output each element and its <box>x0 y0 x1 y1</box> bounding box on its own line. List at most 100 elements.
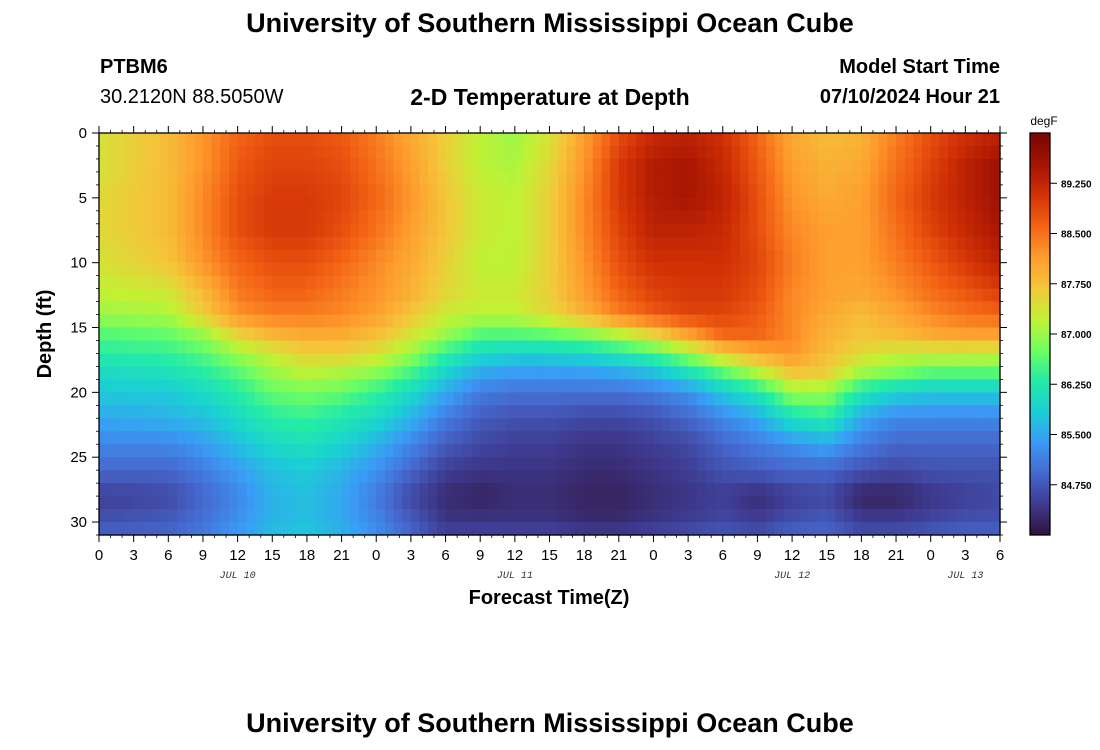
heatmap-cell <box>731 288 741 303</box>
heatmap-cell <box>835 262 845 277</box>
heatmap-cell <box>861 340 871 355</box>
heatmap-cell <box>852 405 862 419</box>
heatmap-cell <box>722 275 733 290</box>
heatmap-cell <box>99 509 109 523</box>
heatmap-cell <box>549 249 559 264</box>
heatmap-cell <box>506 392 516 406</box>
heatmap-cell <box>480 133 490 147</box>
heatmap-cell <box>809 392 819 406</box>
heatmap-cell <box>748 470 759 484</box>
heatmap-cell <box>480 470 490 484</box>
heatmap-cell <box>887 496 897 510</box>
model-start-value: 07/10/2024 Hour 21 <box>819 86 1000 108</box>
heatmap-cell <box>939 133 949 147</box>
heatmap-cell <box>904 470 914 484</box>
heatmap-cell <box>835 483 845 497</box>
heatmap-cell <box>618 223 629 238</box>
heatmap-cell <box>878 353 888 368</box>
heatmap-cell <box>488 197 499 212</box>
heatmap-cell <box>766 405 776 419</box>
heatmap-cell <box>237 249 247 264</box>
heatmap-cell <box>289 340 299 355</box>
heatmap-cell <box>116 223 126 238</box>
heatmap-cell <box>722 236 733 251</box>
heatmap-cell <box>818 288 828 303</box>
heatmap-cell <box>800 522 810 536</box>
heatmap-cell <box>410 392 421 406</box>
heatmap-cell <box>887 509 897 523</box>
heatmap-cell <box>358 444 369 458</box>
heatmap-cell <box>341 314 351 329</box>
heatmap-cell <box>211 184 221 199</box>
heatmap-cell <box>688 327 698 342</box>
heatmap-cell <box>254 392 265 406</box>
heatmap-cell <box>549 496 559 510</box>
heatmap-cell <box>974 314 984 329</box>
heatmap-cell <box>185 327 195 342</box>
heatmap-cell <box>480 457 490 471</box>
heatmap-cell <box>922 184 932 199</box>
heatmap-cell <box>246 262 256 277</box>
heatmap-cell <box>818 197 828 212</box>
heatmap-cell <box>454 353 464 368</box>
heatmap-cell <box>185 444 195 458</box>
heatmap-cell <box>471 184 481 199</box>
heatmap-cell <box>124 366 135 380</box>
heatmap-cell <box>514 262 525 277</box>
heatmap-cell <box>497 457 507 471</box>
heatmap-cell <box>462 470 473 484</box>
heatmap-cell <box>922 444 932 458</box>
heatmap-cell <box>228 184 239 199</box>
heatmap-cell <box>982 483 992 497</box>
heatmap-cell <box>558 210 568 225</box>
heatmap-cell <box>956 483 966 497</box>
x-tick-label: 3 <box>407 547 415 564</box>
heatmap-cell <box>792 236 802 251</box>
heatmap-cell <box>618 444 629 458</box>
heatmap-cell <box>748 184 759 199</box>
heatmap-cell <box>185 483 195 497</box>
heatmap-cell <box>549 405 559 419</box>
heatmap-cell <box>731 418 741 432</box>
heatmap-cell <box>454 340 464 355</box>
heatmap-cell <box>852 340 862 355</box>
heatmap-cell <box>870 223 880 238</box>
heatmap-cell <box>488 470 499 484</box>
heatmap-cell <box>904 444 914 458</box>
heatmap-cell <box>133 133 143 147</box>
heatmap-cell <box>436 145 447 160</box>
heatmap-cell <box>532 444 542 458</box>
heatmap-cell <box>714 275 724 290</box>
heatmap-cell <box>315 509 325 523</box>
heatmap-cell <box>748 340 759 355</box>
heatmap-cell <box>159 210 169 225</box>
heatmap-cell <box>748 158 759 173</box>
heatmap-cell <box>332 379 343 393</box>
heatmap-cell <box>774 457 785 471</box>
heatmap-cell <box>306 405 317 419</box>
heatmap-cell <box>436 301 447 316</box>
heatmap-cell <box>280 236 291 251</box>
heatmap-cell <box>523 431 533 445</box>
heatmap-cell <box>116 366 126 380</box>
heatmap-cell <box>887 353 897 368</box>
heatmap-cell <box>566 353 577 368</box>
heatmap-cell <box>800 171 810 186</box>
heatmap-cell <box>228 249 239 264</box>
heatmap-cell <box>878 522 888 536</box>
heatmap-cell <box>358 197 369 212</box>
heatmap-cell <box>610 405 620 419</box>
heatmap-cell <box>757 171 767 186</box>
heatmap-cell <box>454 444 464 458</box>
heatmap-cell <box>107 288 117 303</box>
heatmap-cell <box>358 327 369 342</box>
heatmap-cell <box>220 444 230 458</box>
heatmap-cell <box>506 496 516 510</box>
heatmap-cell <box>878 262 888 277</box>
heatmap-cell <box>948 210 958 225</box>
heatmap-cell <box>194 470 204 484</box>
heatmap-cell <box>211 496 221 510</box>
heatmap-cell <box>748 405 759 419</box>
heatmap-cell <box>861 470 871 484</box>
heatmap-cell <box>948 236 958 251</box>
